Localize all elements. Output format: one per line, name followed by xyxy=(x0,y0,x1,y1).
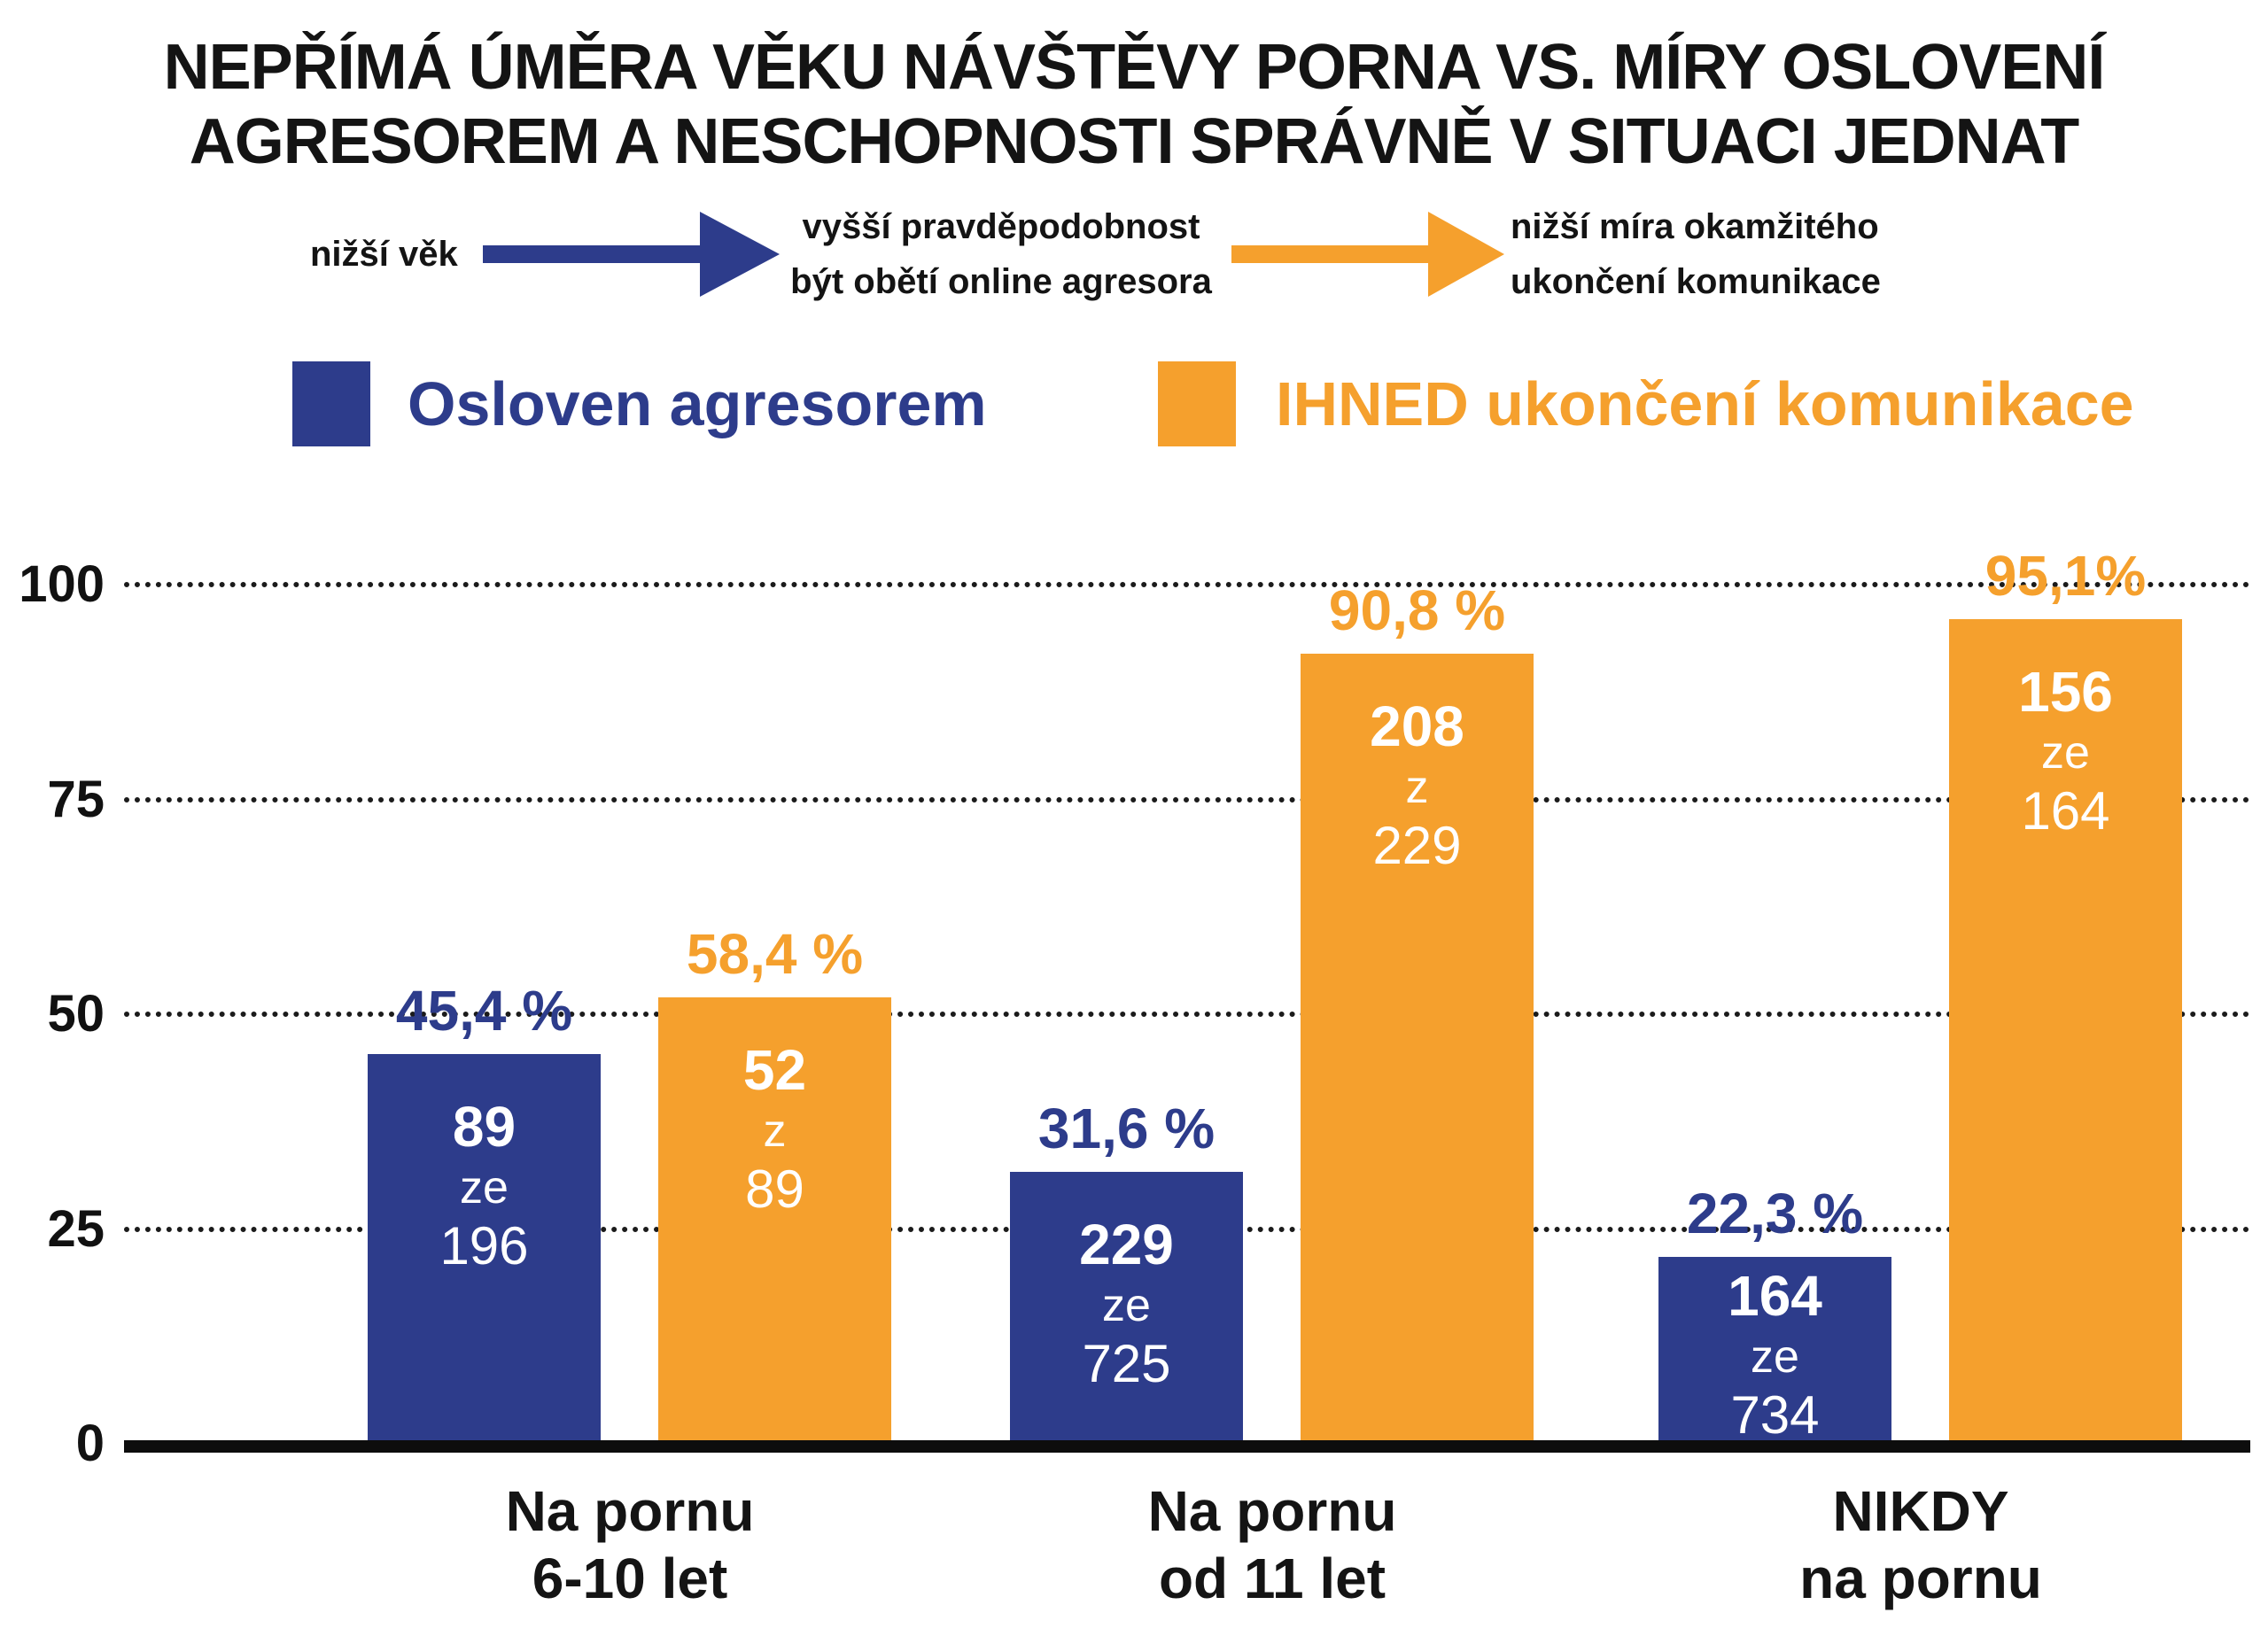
bar-percent-label: 45,4 % xyxy=(395,979,573,1043)
bar-ihned-2: 156 ze 164 xyxy=(1949,619,2182,1444)
flow-mid-label: vyšší pravděpodobnost být obětí online a… xyxy=(780,199,1223,309)
flow-mid-line1: vyšší pravděpodobnost xyxy=(802,207,1200,246)
bar-percent-label: 95,1% xyxy=(1984,544,2147,608)
bar-osloven-0: 89 ze 196 xyxy=(368,1054,601,1444)
category-label-0: Na pornu 6-10 let xyxy=(364,1477,896,1612)
bar-text-line: ze xyxy=(2041,727,2090,779)
bar-osloven-1: 229 ze 725 xyxy=(1010,1172,1243,1444)
x-axis-line xyxy=(124,1440,2250,1453)
legend-swatch-orange xyxy=(1158,361,1236,446)
bar-inner-text: 156 ze 164 xyxy=(1949,658,2182,842)
blue-arrow-shaft xyxy=(483,245,700,263)
category-label-line: NIKDY xyxy=(1832,1479,2009,1543)
bar-text-line: z xyxy=(763,1105,787,1157)
gridline-75 xyxy=(124,796,2250,802)
flow-end-line1: nižší míra okamžitého xyxy=(1511,207,1879,246)
category-label-line: na pornu xyxy=(1799,1547,2042,1610)
bar-text-line: 208 xyxy=(1370,694,1464,758)
legend-swatch-blue xyxy=(292,361,370,446)
y-tick-label-50: 50 xyxy=(47,985,105,1043)
legend-label-blue: Osloven agresorem xyxy=(408,369,987,438)
flow-end-label: nižší míra okamžitého ukončení komunikac… xyxy=(1511,199,1936,309)
bar-text-line: 89 xyxy=(745,1159,804,1219)
bar-inner-text: 229 ze 725 xyxy=(1010,1211,1243,1395)
bar-text-line: ze xyxy=(460,1162,509,1213)
flow-end-line2: ukončení komunikace xyxy=(1511,262,1881,301)
category-label-line: od 11 let xyxy=(1158,1547,1386,1610)
page-title: NEPŘÍMÁ ÚMĚRA VĚKU NÁVŠTĚVY PORNA VS. MÍ… xyxy=(0,30,2268,179)
bar-percent-label: 90,8 % xyxy=(1328,578,1506,642)
category-label-line: 6-10 let xyxy=(532,1547,728,1610)
bar-percent-label: 22,3 % xyxy=(1686,1182,1864,1245)
bar-text-line: 725 xyxy=(1082,1334,1171,1393)
bar-text-line: 164 xyxy=(2021,781,2110,841)
bar-inner-text: 89 ze 196 xyxy=(368,1093,601,1277)
bar-text-line: 52 xyxy=(742,1038,807,1102)
bar-ihned-0: 52 z 89 xyxy=(658,997,891,1444)
bar-text-line: 229 xyxy=(1079,1213,1174,1276)
flow-mid-line2: být obětí online agresora xyxy=(790,262,1212,301)
bar-inner-text: 52 z 89 xyxy=(658,1036,891,1221)
blue-arrow-head-icon xyxy=(700,212,780,297)
page-title-line1: NEPŘÍMÁ ÚMĚRA VĚKU NÁVŠTĚVY PORNA VS. MÍ… xyxy=(163,32,2106,103)
category-label-2: NIKDY na pornu xyxy=(1655,1477,2186,1612)
bar-inner-text: 164 ze 734 xyxy=(1658,1262,1891,1444)
page-title-line2: AGRESOREM A NESCHOPNOSTI SPRÁVNĚ V SITUA… xyxy=(189,106,2080,177)
gridline-50 xyxy=(124,1012,2250,1017)
bar-inner-text: 208 z 229 xyxy=(1301,693,1534,877)
gridline-100 xyxy=(124,582,2250,587)
orange-arrow-shaft xyxy=(1231,245,1428,263)
bar-text-line: 734 xyxy=(1730,1385,1820,1444)
y-tick-label-25: 25 xyxy=(47,1199,105,1258)
bar-text-line: ze xyxy=(1751,1331,1799,1383)
legend-label-orange: IHNED ukončení komunikace xyxy=(1276,369,2134,438)
bar-text-line: 229 xyxy=(1372,816,1462,875)
bar-ihned-1: 208 z 229 xyxy=(1301,654,1534,1444)
category-label-line: Na pornu xyxy=(505,1479,755,1543)
orange-arrow-head-icon xyxy=(1428,212,1504,297)
bar-text-line: 156 xyxy=(2018,660,2113,724)
flow-start-label: nižší věk xyxy=(310,235,458,274)
y-tick-label-0: 0 xyxy=(75,1415,105,1472)
bar-percent-label: 58,4 % xyxy=(686,922,864,986)
category-label-1: Na pornu od 11 let xyxy=(1006,1477,1538,1612)
y-tick-label-100: 100 xyxy=(19,555,105,613)
bar-text-line: 164 xyxy=(1728,1264,1822,1328)
y-tick-label-75: 75 xyxy=(47,770,105,828)
bar-text-line: 196 xyxy=(439,1216,529,1275)
category-label-line: Na pornu xyxy=(1147,1479,1397,1543)
bar-text-line: ze xyxy=(1102,1280,1151,1331)
bar-text-line: z xyxy=(1405,762,1429,813)
bar-osloven-2: 164 ze 734 xyxy=(1658,1257,1891,1444)
bar-percent-label: 31,6 % xyxy=(1037,1097,1216,1160)
bar-text-line: 89 xyxy=(452,1095,517,1159)
